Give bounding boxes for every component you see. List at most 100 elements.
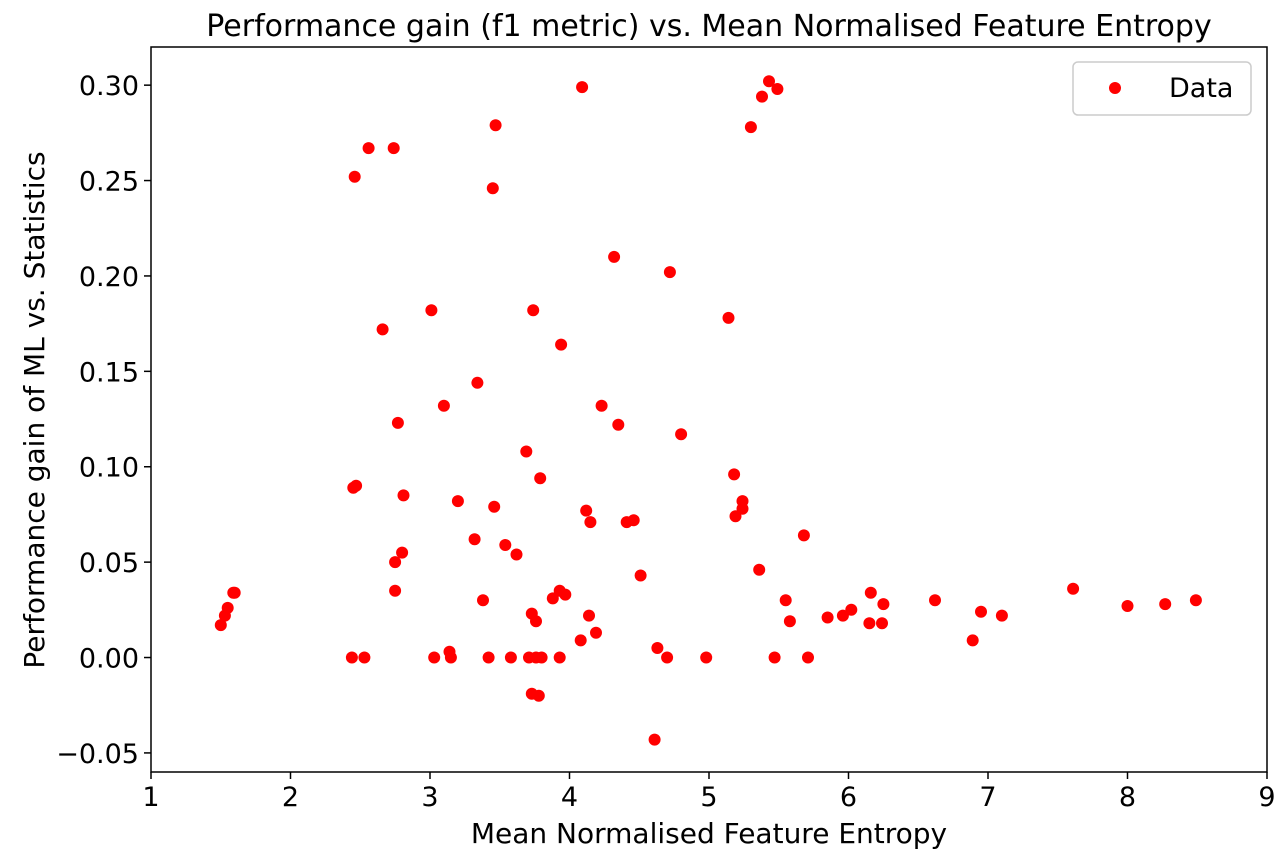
data-point [802, 651, 814, 664]
data-point [532, 689, 545, 702]
y-tick-label: 0.05 [79, 548, 139, 579]
y-tick-label: 0.20 [79, 262, 139, 293]
data-point [864, 586, 877, 599]
data-point [535, 651, 548, 664]
data-point [995, 609, 1008, 622]
data-point [391, 416, 404, 429]
data-point [651, 642, 664, 654]
data-point [661, 651, 674, 664]
x-tick-label: 3 [421, 782, 438, 813]
data-point [675, 428, 688, 441]
x-tick-label: 4 [561, 782, 578, 813]
data-point [744, 121, 757, 134]
data-point [627, 514, 640, 527]
data-point [486, 182, 499, 195]
data-point [1159, 598, 1172, 611]
data-point [534, 472, 547, 485]
y-tick-label: −0.05 [56, 739, 139, 770]
data-point [396, 546, 409, 559]
x-tick-label: 6 [840, 782, 857, 813]
data-point [648, 733, 661, 746]
data-point [975, 605, 987, 618]
data-point [700, 651, 713, 664]
data-point [214, 619, 227, 632]
data-point [489, 119, 502, 132]
y-tick-label: 0.10 [79, 453, 139, 484]
data-point [1067, 582, 1080, 595]
x-tick-label: 1 [142, 782, 159, 813]
data-point [612, 418, 625, 431]
data-points [214, 75, 1202, 746]
data-point [362, 142, 375, 155]
data-point [966, 634, 979, 647]
data-point [580, 504, 593, 517]
data-point [783, 615, 796, 628]
data-point [389, 556, 402, 569]
legend-marker [1109, 82, 1121, 94]
data-point [468, 533, 481, 546]
data-point [553, 651, 566, 664]
data-point [574, 634, 587, 647]
data-point [722, 311, 735, 324]
x-axis-ticks: 1 2 3 4 5 6 7 8 9 [142, 772, 1276, 813]
data-point [845, 603, 858, 616]
x-tick-label: 8 [1119, 782, 1136, 813]
x-tick-label: 2 [282, 782, 299, 813]
data-point [583, 609, 595, 622]
data-point [510, 548, 523, 561]
chart-title: Performance gain (f1 metric) vs. Mean No… [206, 9, 1211, 44]
data-point [389, 584, 402, 597]
data-point [559, 588, 572, 601]
y-axis-ticks: −0.05 0.00 0.05 0.10 0.15 0.20 0.25 0.30 [56, 71, 151, 770]
data-point [555, 338, 568, 351]
legend-box [1072, 61, 1252, 116]
data-point [729, 510, 742, 523]
x-tick-label: 5 [700, 782, 717, 813]
y-tick-label: 0.15 [79, 357, 139, 388]
data-point [221, 601, 234, 614]
x-axis-label: Mean Normalised Feature Entropy [471, 817, 947, 850]
data-point [821, 611, 834, 624]
legend-label: Data [1169, 73, 1233, 104]
data-point [576, 81, 589, 94]
data-point [608, 250, 621, 263]
data-point [779, 594, 792, 607]
data-point [634, 569, 647, 582]
data-point [771, 83, 784, 95]
x-tick-label: 7 [979, 782, 996, 813]
data-point [527, 304, 540, 317]
data-point [376, 323, 389, 336]
plot-area-frame [150, 46, 1268, 773]
data-point [663, 266, 676, 279]
data-point [756, 90, 768, 103]
data-point [504, 651, 517, 664]
data-point [1189, 594, 1202, 607]
data-point [451, 495, 464, 508]
data-point [836, 609, 849, 622]
data-point [477, 594, 489, 607]
data-point [1121, 600, 1134, 612]
data-point [763, 75, 775, 88]
data-point [358, 651, 371, 664]
data-point [584, 516, 597, 529]
data-point [397, 489, 410, 502]
data-point [929, 594, 941, 607]
data-point [425, 304, 438, 317]
data-point [482, 651, 495, 664]
data-point [728, 468, 741, 481]
legend: Data [1072, 61, 1252, 116]
data-point [488, 500, 501, 513]
y-tick-label: 0.00 [79, 644, 139, 675]
data-point [753, 563, 766, 576]
x-tick-label: 9 [1258, 782, 1275, 813]
data-point [530, 615, 542, 628]
data-point [877, 598, 890, 611]
data-point [736, 502, 749, 515]
data-point [471, 376, 484, 389]
data-point [348, 170, 361, 183]
data-point [387, 142, 400, 155]
data-point [768, 651, 781, 664]
data-point [546, 592, 559, 605]
data-point [228, 586, 241, 599]
